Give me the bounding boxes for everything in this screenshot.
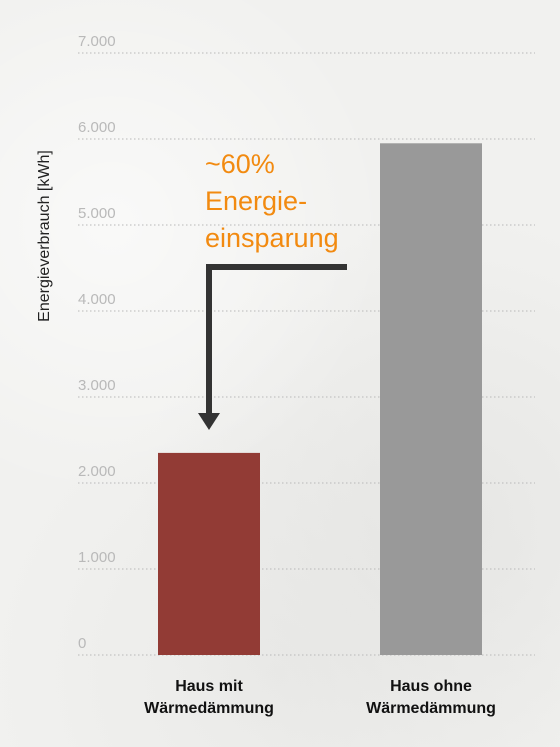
bar <box>380 143 482 656</box>
bar <box>158 452 260 655</box>
y-tick-label: 4.000 <box>78 291 116 308</box>
y-tick-label: 0 <box>78 635 86 652</box>
gridlines <box>78 52 535 656</box>
y-tick-label: 6.000 <box>78 119 116 136</box>
savings-arrow <box>198 264 347 430</box>
y-tick-label: 3.000 <box>78 377 116 394</box>
y-tick-labels: 0 1.000 2.000 3.000 4.000 5.000 6.000 7.000 <box>78 33 116 652</box>
category-label: Haus ohne Wärmedämmung <box>366 678 496 717</box>
y-tick-label: 5.000 <box>78 205 116 222</box>
y-axis-label: Energieverbrauch [kWh] <box>36 150 53 322</box>
arrow-line <box>206 264 347 415</box>
bars <box>158 143 482 656</box>
category-label: Haus mit Wärmedämmung <box>144 678 274 717</box>
y-tick-label: 2.000 <box>78 463 116 480</box>
arrow-head <box>198 413 220 430</box>
category-labels: Haus mit Wärmedämmung Haus ohne Wärmedämmun… <box>144 678 496 717</box>
y-tick-label: 1.000 <box>78 549 116 566</box>
savings-annotation: ~60% Energie-einsparung <box>205 149 339 253</box>
y-tick-label: 7.000 <box>78 33 116 50</box>
